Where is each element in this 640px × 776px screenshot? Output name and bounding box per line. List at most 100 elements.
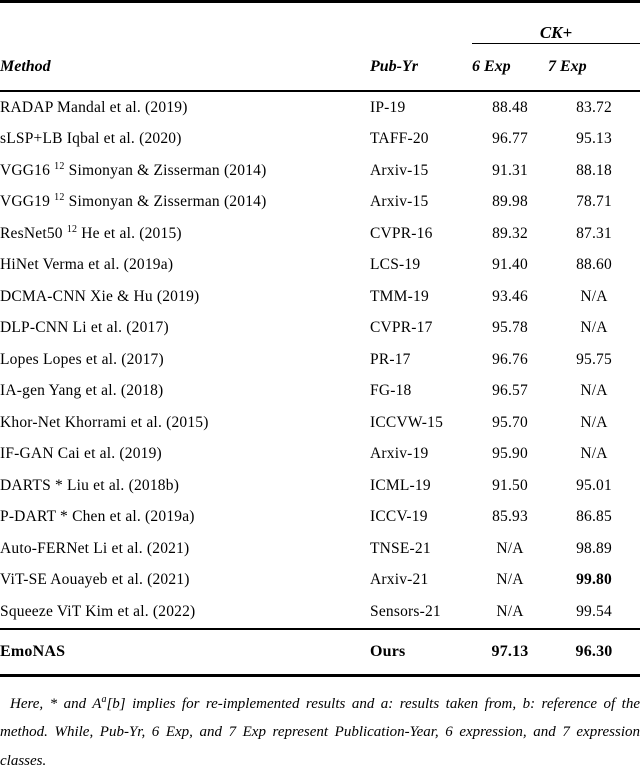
method-name: DLP-CNN Li et al. (2017) xyxy=(0,319,169,337)
table-row: VGG19 12 Simonyan & Zisserman (2014) Arxi… xyxy=(0,187,640,219)
ours-pub-cell: Ours xyxy=(370,642,406,660)
column-header-6exp: 6 Exp xyxy=(472,58,511,75)
method-name: HiNet Verma et al. (2019a) xyxy=(0,256,174,274)
exp6-value-cell: 91.50 xyxy=(492,476,528,494)
method-cell: Khor-Net Khorrami et al. (2015) xyxy=(0,407,370,439)
footnote-superscript: a xyxy=(101,693,107,705)
exp6-value-cell: 96.76 xyxy=(492,350,528,368)
method-name: DCMA-CNN Xie & Hu (2019) xyxy=(0,287,200,305)
exp7-value-cell: 99.80 xyxy=(576,571,612,589)
method-name: ViT-SE Aouayeb et al. (2021) xyxy=(0,571,190,589)
exp6-value-cell: 95.70 xyxy=(492,413,528,431)
method-cell: DARTS * Liu et al. (2018b) xyxy=(0,470,370,502)
table-footnote: Here, * and Aa[b] implies for re-impleme… xyxy=(0,690,640,776)
exp7-value-cell: 95.13 xyxy=(576,130,612,148)
method-name: sLSP+LB Iqbal et al. (2020) xyxy=(0,130,182,148)
ours-row: EmoNAS Ours 97.13 96.30 xyxy=(0,629,640,676)
method-superscript: 12 xyxy=(54,160,65,172)
exp6-value-cell: 96.77 xyxy=(492,130,528,148)
method-cell: RADAP Mandal et al. (2019) xyxy=(0,91,370,124)
exp6-value-cell: 89.32 xyxy=(492,224,528,242)
method-name: VGG19 xyxy=(0,193,55,211)
pub-yr-cell: ICML-19 xyxy=(370,476,431,494)
exp7-value-cell: 99.54 xyxy=(576,602,612,620)
method-cell: Auto-FERNet Li et al. (2021) xyxy=(0,533,370,565)
exp6-value-cell: 91.40 xyxy=(492,256,528,274)
pub-yr-cell: Arxiv-15 xyxy=(370,193,429,211)
exp7-value-cell: 87.31 xyxy=(576,224,612,242)
table-row: HiNet Verma et al. (2019a) LCS-19 91.40 88.… xyxy=(0,250,640,282)
method-cell: ResNet50 12 He et al. (2015) xyxy=(0,218,370,250)
exp6-value-cell: 95.90 xyxy=(492,445,528,463)
column-header-pub-yr: Pub-Yr xyxy=(370,57,418,75)
ours-6exp-cell: 97.13 xyxy=(491,642,529,660)
exp7-value-cell: N/A xyxy=(580,319,608,337)
table-row: Auto-FERNet Li et al. (2021) TNSE-21 N/A 98… xyxy=(0,533,640,565)
pub-yr-cell: FG-18 xyxy=(370,382,412,400)
exp6-value-cell: 93.46 xyxy=(492,287,528,305)
exp7-value-cell: 98.89 xyxy=(576,539,612,557)
pub-yr-cell: CVPR-16 xyxy=(370,224,433,242)
results-table: CK+ Method Pub-Yr 6 Exp 7 Exp RADAP Mand… xyxy=(0,0,640,676)
method-citation: Simonyan & Zisserman (2014) xyxy=(64,193,267,211)
exp7-value-cell: N/A xyxy=(580,287,608,305)
table-row: RADAP Mandal et al. (2019) IP-19 88.48 83.7… xyxy=(0,91,640,124)
method-superscript: 12 xyxy=(54,192,65,204)
exp7-value-cell: 83.72 xyxy=(576,98,612,116)
method-name: ResNet50 xyxy=(0,224,67,242)
method-name: Lopes Lopes et al. (2017) xyxy=(0,350,164,368)
table-row: DARTS * Liu et al. (2018b) ICML-19 91.50 95… xyxy=(0,470,640,502)
footnote-text-end: [b] implies for re-implemented results a… xyxy=(0,695,640,769)
method-cell: VGG16 12 Simonyan & Zisserman (2014) xyxy=(0,155,370,187)
method-name: Auto-FERNet Li et al. (2021) xyxy=(0,539,190,557)
table-row: sLSP+LB Iqbal et al. (2020) TAFF-20 96.77 9… xyxy=(0,124,640,156)
pub-yr-cell: Arxiv-15 xyxy=(370,161,429,179)
method-superscript: 12 xyxy=(66,223,78,235)
exp7-value-cell: 95.01 xyxy=(576,476,612,494)
exp7-value-cell: 78.71 xyxy=(576,193,612,211)
exp7-value-cell: 88.60 xyxy=(576,256,612,274)
ours-row-body: EmoNAS Ours 97.13 96.30 xyxy=(0,628,640,676)
table-row: IF-GAN Cai et al. (2019) Arxiv-19 95.90 N/A xyxy=(0,439,640,471)
method-cell: IF-GAN Cai et al. (2019) xyxy=(0,439,370,471)
pub-yr-cell: IP-19 xyxy=(370,98,406,116)
pub-yr-cell: Arxiv-19 xyxy=(370,445,429,463)
column-header-row: Method Pub-Yr 6 Exp 7 Exp xyxy=(0,44,640,92)
pub-yr-cell: CVPR-17 xyxy=(370,319,433,337)
column-header-7exp: 7 Exp xyxy=(548,58,587,75)
method-name: DARTS * Liu et al. (2018b) xyxy=(0,476,180,494)
method-name: IF-GAN Cai et al. (2019) xyxy=(0,445,162,463)
method-name: Squeeze ViT Kim et al. (2022) xyxy=(0,602,196,620)
dataset-group-header: CK+ xyxy=(472,1,640,44)
column-header-method: Method xyxy=(0,57,51,75)
exp6-value-cell: 85.93 xyxy=(492,508,528,526)
table-row: DCMA-CNN Xie & Hu (2019) TMM-19 93.46 N/A xyxy=(0,281,640,313)
exp6-value-cell: 96.57 xyxy=(492,382,528,400)
table-body: RADAP Mandal et al. (2019) IP-19 88.48 83.7… xyxy=(0,91,640,629)
pub-yr-cell: ICCVW-15 xyxy=(370,413,444,431)
method-cell: VGG19 12 Simonyan & Zisserman (2014) xyxy=(0,187,370,219)
pub-yr-cell: PR-17 xyxy=(370,350,411,368)
method-name: IA-gen Yang et al. (2018) xyxy=(0,382,164,400)
method-name: RADAP Mandal et al. (2019) xyxy=(0,98,188,116)
table-row: P-DART * Chen et al. (2019a) ICCV-19 85.93… xyxy=(0,502,640,534)
pub-yr-cell: ICCV-19 xyxy=(370,508,428,526)
ours-7exp-cell: 96.30 xyxy=(575,642,613,660)
exp6-value-cell: N/A xyxy=(496,602,524,620)
pub-yr-cell: TMM-19 xyxy=(370,287,429,305)
method-cell: P-DART * Chen et al. (2019a) xyxy=(0,502,370,534)
method-cell: HiNet Verma et al. (2019a) xyxy=(0,250,370,282)
exp6-value-cell: 88.48 xyxy=(492,98,528,116)
method-cell: IA-gen Yang et al. (2018) xyxy=(0,376,370,408)
pub-yr-cell: LCS-19 xyxy=(370,256,421,274)
table-row: Squeeze ViT Kim et al. (2022) Sensors-21 N… xyxy=(0,596,640,629)
method-citation: He et al. (2015) xyxy=(77,224,182,242)
exp7-value-cell: N/A xyxy=(580,382,608,400)
exp6-value-cell: 89.98 xyxy=(492,193,528,211)
method-cell: DCMA-CNN Xie & Hu (2019) xyxy=(0,281,370,313)
exp6-value-cell: N/A xyxy=(496,571,524,589)
table-row: VGG16 12 Simonyan & Zisserman (2014) Arxi… xyxy=(0,155,640,187)
exp7-value-cell: N/A xyxy=(580,413,608,431)
exp7-value-cell: 86.85 xyxy=(576,508,612,526)
method-citation: Simonyan & Zisserman (2014) xyxy=(64,161,267,179)
